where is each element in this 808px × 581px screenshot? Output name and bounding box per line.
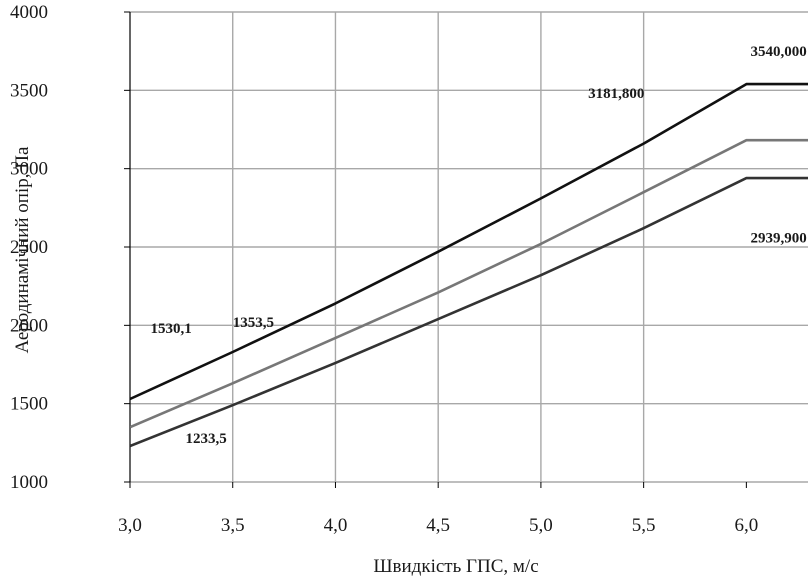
x-tick-label: 5,5: [632, 515, 656, 536]
x-tick-label: 3,0: [118, 515, 142, 536]
series-lines: [130, 82, 808, 448]
data-label: 3181,800: [588, 86, 644, 102]
x-tick-label: 6,0: [734, 515, 758, 536]
data-annotations: 1530,1 1353,5 1233,5 3540,000 3181,800 2939,9…: [151, 44, 807, 447]
x-tick-label: 4,0: [324, 515, 348, 536]
series-line-1: [130, 82, 808, 401]
data-label: 2939,900: [750, 230, 806, 246]
y-axis-ticks: 1000 1500 2000 2500 3000 3500 4000: [10, 2, 130, 493]
y-axis-title: Аеродинамічний опір, Па: [12, 146, 33, 353]
x-tick-label: 4,5: [426, 515, 450, 536]
data-label: 3540,000: [750, 44, 806, 60]
y-tick-label: 2500: [10, 237, 48, 258]
y-tick-label: 1000: [10, 472, 48, 493]
x-tick-label: 5,0: [529, 515, 553, 536]
x-tick-label: 3,5: [221, 515, 245, 536]
y-tick-label: 3000: [10, 159, 48, 180]
y-tick-label: 1500: [10, 394, 48, 415]
horizontal-gridlines: [130, 11, 808, 483]
vertical-gridlines: [232, 12, 645, 482]
x-axis-ticks: 3,0 3,5 4,0 4,5 5,0 5,5 6,0: [118, 482, 758, 536]
data-label: 1530,1: [151, 321, 192, 337]
y-tick-label: 3500: [10, 80, 48, 101]
y-tick-label: 2000: [10, 315, 48, 336]
data-label: 1233,5: [185, 431, 226, 447]
series-line-3: [130, 176, 808, 448]
data-label: 1353,5: [233, 315, 274, 331]
y-tick-label: 4000: [10, 2, 48, 23]
series-line-2: [130, 138, 808, 429]
x-axis-title: Швидкість ГПС, м/с: [373, 556, 538, 577]
